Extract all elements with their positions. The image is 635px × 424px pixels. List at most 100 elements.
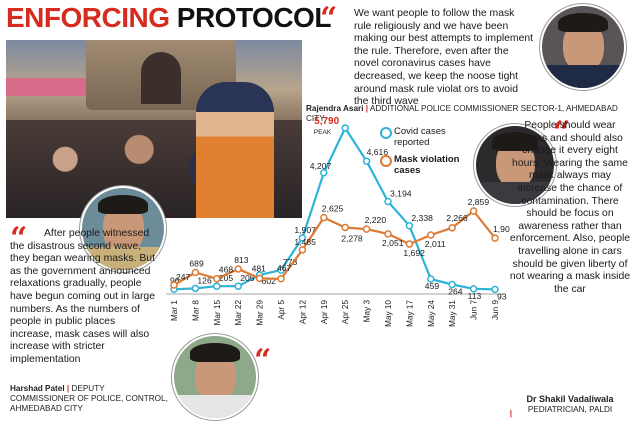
quote-vadaliwala-attribution: Dr Shakil Vadaliwala PEDIATRICIAN, PALDI	[508, 394, 632, 415]
data-point	[234, 265, 242, 273]
x-tick-label: May 17	[405, 300, 414, 327]
chart-plot: Mar 1 Mar 8 Mar 15 Mar 22 Mar 29 Apr 5 Apr 12 A…	[166, 116, 510, 327]
data-label: 3,194	[390, 189, 412, 199]
x-tick-label: Apr 5	[277, 300, 286, 320]
quote-patel-name: Harshad Patel	[10, 384, 65, 393]
data-point	[469, 285, 478, 293]
data-label: 205	[219, 273, 234, 283]
data-label: 1,903	[493, 224, 510, 234]
quote-vadaliwala-role: PEDIATRICIAN, PALDI	[527, 405, 613, 414]
data-label: 773	[283, 257, 298, 267]
x-tick-label: May 3	[363, 300, 372, 323]
data-label: 96	[170, 275, 180, 285]
data-point	[448, 224, 456, 232]
quote-icon-patel: “	[10, 221, 28, 256]
data-point	[427, 231, 435, 239]
data-point	[277, 275, 285, 283]
data-label: 205	[240, 273, 255, 283]
data-label: 2,266	[446, 213, 468, 223]
data-point	[427, 275, 435, 283]
title-word-1: ENFORCING	[6, 2, 170, 33]
data-label: 4,616	[367, 147, 389, 157]
x-tick-label: May 31	[448, 300, 457, 327]
quote-shah-attribution: |	[509, 409, 512, 418]
quote-icon-vadaliwala: “	[553, 115, 571, 150]
data-point	[362, 157, 371, 165]
data-point	[405, 222, 414, 230]
data-label: 2,859	[468, 197, 490, 207]
legend-marker-covid	[380, 127, 392, 139]
chart: Mar 1 Mar 8 Mar 15 Mar 22 Mar 29 Apr 5 Apr 12 A…	[166, 116, 510, 327]
x-tick-label: Mar 8	[191, 300, 200, 321]
data-label: 2,051	[382, 238, 404, 248]
legend-label-mask: Mask violation cases	[394, 154, 460, 176]
data-label: 459	[425, 281, 440, 291]
quote-asari-name: Rajendra Asari	[306, 104, 364, 113]
data-label: 1,907	[294, 225, 316, 235]
data-label: 2,011	[425, 239, 446, 249]
data-label: 1,692	[403, 248, 425, 258]
data-point	[491, 285, 499, 294]
data-point	[341, 124, 349, 132]
x-tick-label: Mar 1	[170, 300, 179, 321]
data-label: 467	[277, 263, 292, 273]
data-point	[298, 246, 307, 254]
legend-item-mask: Mask violation cases	[378, 154, 478, 176]
series-line	[173, 126, 496, 291]
data-label: 264	[448, 287, 463, 297]
photo-officer	[196, 82, 274, 218]
data-point	[191, 284, 200, 293]
data-point	[234, 282, 242, 290]
data-point	[213, 274, 221, 283]
data-label: 4,207	[310, 161, 332, 171]
quote-vadaliwala-name: Dr Shakil Vadaliwala	[526, 394, 614, 404]
data-point	[298, 234, 307, 242]
x-tick-label: May 24	[427, 300, 436, 327]
x-tick-label: Jun 9	[491, 300, 500, 320]
title-word-2: PROTOCOL	[176, 2, 332, 33]
data-point	[384, 197, 392, 206]
legend-item-covid: Covid cases reported	[378, 126, 478, 148]
chart-legend: Covid cases reported Mask violation case…	[378, 126, 478, 176]
photo-canopy	[6, 78, 86, 96]
data-point	[362, 225, 371, 233]
data-point	[469, 207, 478, 215]
data-point	[213, 282, 221, 290]
avatar-vadaliwala	[474, 124, 556, 206]
data-label: 2,278	[341, 233, 363, 243]
data-label: 1,485	[294, 237, 316, 247]
legend-label-covid: Covid cases reported	[394, 126, 446, 148]
data-label: 689	[189, 258, 204, 268]
data-point	[448, 280, 456, 289]
quote-asari-attribution: Rajendra Asari | ADDITIONAL POLICE COMMI…	[306, 104, 618, 123]
x-tick-label: May 10	[384, 300, 393, 327]
data-point	[320, 169, 328, 177]
data-label: 93	[497, 291, 507, 301]
data-point	[277, 266, 285, 274]
data-point	[384, 230, 392, 238]
data-label: 813	[234, 255, 249, 265]
data-point	[341, 223, 349, 232]
data-label: 2,338	[411, 213, 433, 223]
data-point	[405, 240, 414, 248]
data-label: 247	[176, 272, 191, 282]
data-point	[320, 213, 328, 222]
x-tick-label: Jun 7	[470, 300, 479, 320]
quote-patel-text: After people witnessed the disastrous se…	[10, 228, 155, 365]
data-label: 113	[468, 291, 482, 301]
quote-icon-asari: “	[320, 1, 338, 36]
avatar-patel	[80, 186, 166, 272]
x-tick-label: Apr 12	[298, 300, 307, 325]
photo-arch	[141, 52, 181, 104]
peak-word-label: PEAK	[314, 129, 332, 136]
quote-patel-attribution: Harshad Patel | DEPUTY COMMISSIONER OF P…	[10, 384, 168, 413]
quote-patel-role: DEPUTY COMMISSIONER OF POLICE, CONTROL, …	[10, 384, 168, 413]
x-tick-label: Apr 19	[320, 300, 329, 325]
avatar-shah	[172, 334, 258, 420]
x-tick-label: Mar 29	[256, 300, 265, 326]
data-point	[191, 268, 200, 277]
quote-asari-text: We want people to follow the mask rule r…	[354, 8, 534, 108]
data-label: 2,625	[322, 204, 344, 214]
legend-marker-mask	[380, 155, 392, 167]
quote-vadaliwala-text: People should wear masks and should also…	[509, 120, 631, 295]
